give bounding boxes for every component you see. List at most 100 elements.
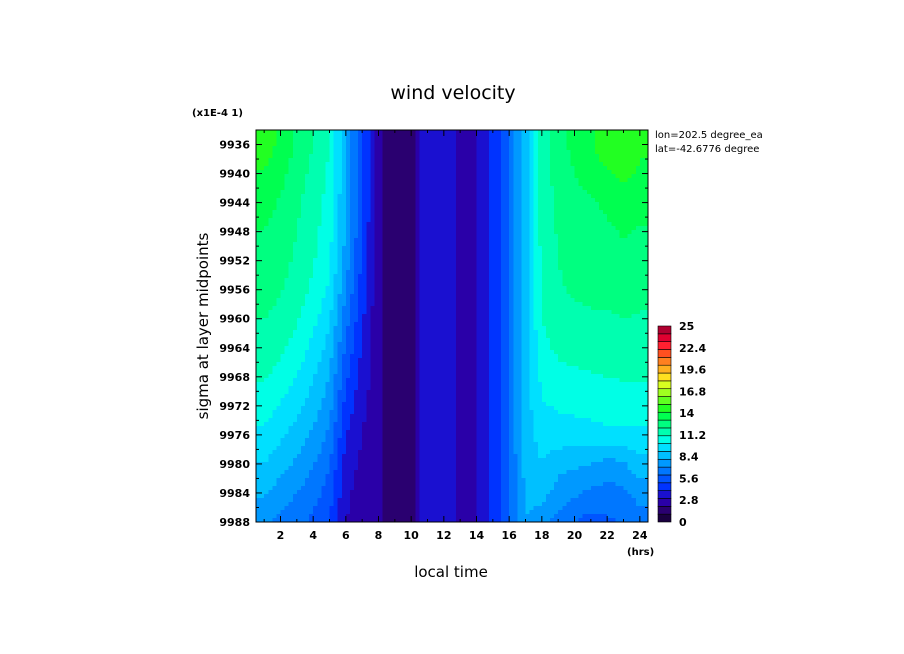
contour-cell xyxy=(533,310,539,315)
contour-cell xyxy=(407,234,412,239)
contour-cell xyxy=(358,202,363,207)
contour-cell xyxy=(272,222,278,227)
contour-cell xyxy=(521,306,527,311)
contour-cell xyxy=(562,246,567,251)
contour-cell xyxy=(370,322,376,327)
contour-cell xyxy=(607,170,612,175)
contour-cell xyxy=(309,250,314,255)
contour-cell xyxy=(476,318,482,323)
contour-cell xyxy=(276,278,282,283)
contour-cell xyxy=(452,174,457,179)
contour-cell xyxy=(562,210,567,215)
contour-cell xyxy=(635,238,641,243)
contour-cell xyxy=(550,190,555,195)
contour-cell xyxy=(562,202,567,207)
contour-cell xyxy=(570,282,576,287)
contour-cell xyxy=(599,202,604,207)
contour-cell xyxy=(333,238,339,243)
contour-cell xyxy=(403,242,408,247)
contour-cell xyxy=(635,246,641,251)
contour-cell xyxy=(574,274,580,279)
contour-cell xyxy=(341,158,347,163)
contour-cell xyxy=(415,334,420,339)
contour-cell xyxy=(533,246,539,251)
contour-cell xyxy=(599,186,604,191)
contour-cell xyxy=(615,202,621,207)
contour-cell xyxy=(309,286,314,291)
contour-cell xyxy=(284,322,290,327)
contour-cell xyxy=(472,170,478,175)
contour-cell xyxy=(468,186,474,191)
contour-cell xyxy=(280,250,286,255)
contour-cell xyxy=(362,170,367,175)
contour-cell xyxy=(280,218,286,223)
contour-cell xyxy=(341,130,347,135)
contour-cell xyxy=(386,146,392,151)
contour-cell xyxy=(611,258,616,263)
contour-cell xyxy=(280,314,286,319)
contour-cell xyxy=(382,278,388,283)
contour-cell xyxy=(276,334,282,339)
contour-cell xyxy=(321,210,327,215)
contour-cell xyxy=(280,282,286,287)
contour-cell xyxy=(362,262,367,267)
contour-cell xyxy=(627,254,633,259)
contour-cell xyxy=(447,234,453,239)
contour-cell xyxy=(460,146,465,151)
contour-cell xyxy=(407,242,412,247)
contour-cell xyxy=(541,150,547,155)
contour-cell xyxy=(370,262,376,267)
contour-cell xyxy=(566,270,572,275)
contour-cell xyxy=(419,326,425,331)
contour-cell xyxy=(586,306,592,311)
contour-cell xyxy=(599,162,604,167)
contour-cell xyxy=(517,206,523,211)
contour-cell xyxy=(382,162,388,167)
contour-cell xyxy=(284,218,290,223)
contour-cell xyxy=(411,170,416,175)
contour-cell xyxy=(558,226,563,231)
contour-cell xyxy=(309,262,314,267)
contour-cell xyxy=(390,162,396,167)
contour-cell xyxy=(468,206,474,211)
contour-cell xyxy=(309,318,314,323)
contour-cell xyxy=(435,230,441,235)
contour-cell xyxy=(607,142,612,147)
contour-cell xyxy=(272,226,278,231)
contour-cell xyxy=(370,278,376,283)
contour-cell xyxy=(313,154,318,159)
contour-cell xyxy=(525,326,531,331)
contour-cell xyxy=(533,326,539,331)
contour-cell xyxy=(386,218,392,223)
contour-cell xyxy=(268,330,273,335)
contour-cell xyxy=(403,306,408,311)
contour-cell xyxy=(382,226,388,231)
contour-cell xyxy=(345,174,351,179)
contour-cell xyxy=(407,294,412,299)
contour-cell xyxy=(288,242,294,247)
contour-cell xyxy=(554,254,559,259)
contour-cell xyxy=(533,334,539,339)
contour-cell xyxy=(439,310,445,315)
contour-cell xyxy=(362,214,367,219)
contour-cell xyxy=(398,166,404,171)
contour-cell xyxy=(607,322,612,327)
contour-cell xyxy=(480,138,486,143)
contour-cell xyxy=(329,278,335,283)
contour-cell xyxy=(321,306,327,311)
contour-cell xyxy=(607,130,612,135)
contour-cell xyxy=(590,230,596,235)
contour-cell xyxy=(394,330,400,335)
contour-cell xyxy=(439,322,445,327)
contour-cell xyxy=(484,130,490,135)
contour-cell xyxy=(309,226,314,231)
contour-cell xyxy=(268,326,273,331)
contour-cell xyxy=(529,158,535,163)
contour-cell xyxy=(390,190,396,195)
contour-cell xyxy=(574,210,580,215)
contour-cell xyxy=(415,206,420,211)
contour-cell xyxy=(590,234,596,239)
contour-cell xyxy=(386,306,392,311)
contour-cell xyxy=(533,322,539,327)
contour-cell xyxy=(313,130,318,135)
